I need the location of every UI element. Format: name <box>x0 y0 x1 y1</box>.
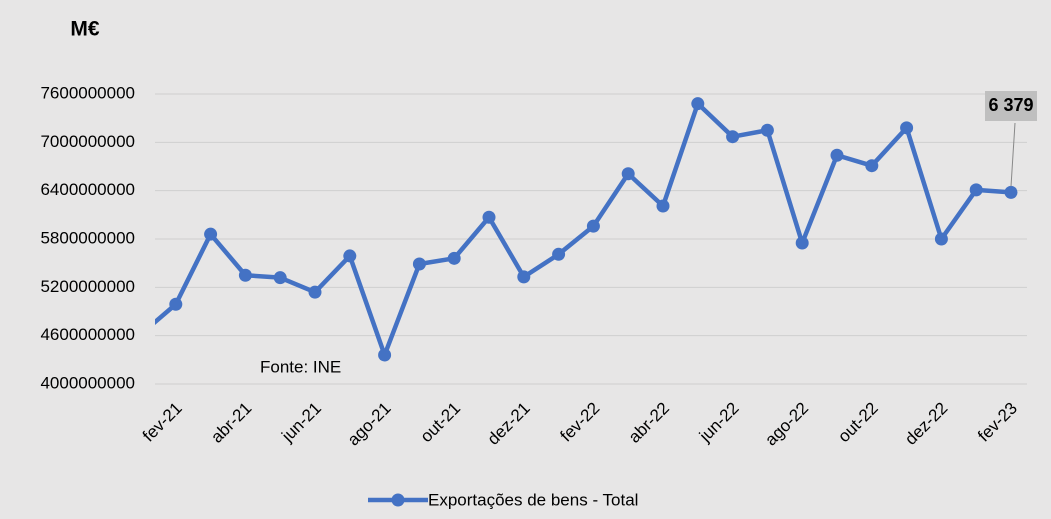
x-tick-label: out-21 <box>417 399 465 447</box>
x-tick-label: fev-23 <box>974 399 1021 446</box>
x-tick-label: dez-22 <box>901 399 951 449</box>
y-tick-label: 4600000000 <box>40 325 135 344</box>
x-tick-label: abr-22 <box>625 399 673 447</box>
marker <box>691 97 705 111</box>
marker <box>586 219 600 233</box>
x-tick-label: dez-21 <box>484 399 534 449</box>
y-tick-label: 7600000000 <box>40 83 135 102</box>
chart-title: M€ <box>70 18 99 41</box>
x-tick-label: ago-21 <box>344 399 395 450</box>
marker <box>204 227 218 241</box>
x-tick-label: abr-21 <box>207 399 255 447</box>
marker <box>482 210 496 224</box>
x-tick-label: jun-22 <box>695 399 743 447</box>
leader-line <box>1010 122 1016 187</box>
marker <box>830 148 844 162</box>
marker <box>621 167 635 181</box>
x-tick-label: fev-22 <box>557 399 604 446</box>
marker <box>656 199 670 213</box>
marker <box>726 130 740 144</box>
x-tick-label: out-22 <box>834 399 882 447</box>
marker <box>900 121 914 135</box>
marker <box>308 285 322 299</box>
marker <box>343 249 357 263</box>
marker <box>969 183 983 197</box>
x-tick-label: fev-21 <box>139 399 186 446</box>
legend-marker <box>391 493 405 507</box>
x-tick-label: jun-21 <box>277 399 325 447</box>
marker <box>552 247 566 261</box>
y-tick-label: 5800000000 <box>40 228 135 247</box>
line <box>155 101 1012 358</box>
marker <box>135 328 148 341</box>
marker <box>238 268 252 282</box>
annotation: Fonte: INE <box>260 357 341 376</box>
y-tick-label: 6400000000 <box>40 180 135 199</box>
marker <box>1004 185 1018 199</box>
marker <box>795 236 809 250</box>
data-label: 6 379 <box>988 95 1033 115</box>
marker <box>169 297 183 311</box>
y-tick-label: 7000000000 <box>40 132 135 151</box>
x-tick-label: ago-22 <box>761 399 812 450</box>
data-label-box <box>985 91 1037 121</box>
marker <box>447 251 461 265</box>
series <box>135 97 1018 362</box>
marker <box>865 159 879 173</box>
marker <box>273 271 287 285</box>
marker <box>378 348 392 362</box>
y-tick-label: 4000000000 <box>40 373 135 392</box>
legend-label: Exportações de bens - Total <box>428 490 638 509</box>
marker <box>412 257 426 271</box>
marker <box>517 270 531 284</box>
marker <box>760 123 774 137</box>
y-tick-label: 5200000000 <box>40 277 135 296</box>
marker <box>934 232 948 246</box>
